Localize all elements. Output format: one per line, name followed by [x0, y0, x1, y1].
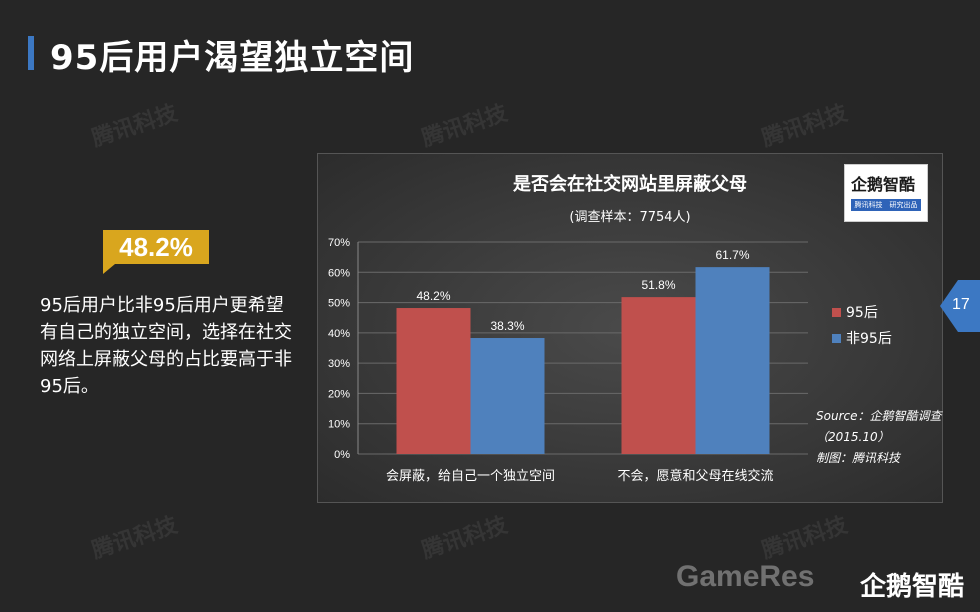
brand-strip: 腾讯科技 研究出品: [851, 199, 921, 211]
bar: [695, 267, 770, 454]
source-line-3: 制图：腾讯科技: [816, 451, 901, 465]
x-category-label: 不会，愿意和父母在线交流: [617, 468, 773, 484]
watermark: 腾讯科技: [419, 512, 511, 564]
bar: [470, 338, 545, 454]
y-tick-label: 20%: [328, 388, 350, 400]
legend-item-non95: 非95后: [832, 325, 892, 351]
legend-item-95: 95后: [832, 299, 892, 325]
y-tick-label: 60%: [328, 267, 350, 279]
chart-title: 是否会在社交网站里屏蔽父母: [513, 174, 747, 195]
data-label: 38.3%: [490, 319, 524, 333]
chart-subtitle: (调查样本：7754人): [569, 210, 691, 225]
y-tick-label: 40%: [328, 328, 350, 340]
stat-description: 95后用户比非95后用户更希望有自己的独立空间，选择在社交网络上屏蔽父母的占比要…: [40, 295, 292, 397]
brand-logo: 企鹅智酷 腾讯科技 研究出品: [844, 164, 928, 222]
chart-legend: 95后 非95后: [832, 299, 892, 351]
data-label: 61.7%: [715, 248, 749, 262]
watermark: 腾讯科技: [89, 100, 181, 152]
legend-label-95: 95后: [846, 305, 878, 321]
y-tick-label: 10%: [328, 419, 350, 431]
page-number-tab: 17: [940, 280, 980, 332]
legend-swatch-95: [832, 307, 841, 317]
page-title: 95后用户渴望独立空间: [50, 38, 415, 78]
y-tick-label: 70%: [328, 237, 350, 249]
y-tick-label: 30%: [328, 358, 350, 370]
legend-swatch-non95: [832, 333, 841, 343]
bar: [396, 308, 471, 454]
legend-label-non95: 非95后: [846, 331, 892, 347]
watermark: 腾讯科技: [759, 100, 851, 152]
watermark: 腾讯科技: [419, 100, 511, 152]
y-tick-label: 50%: [328, 298, 350, 310]
source-line-2: （2015.10）: [816, 430, 890, 444]
data-label: 51.8%: [641, 278, 675, 292]
footer-gameres-logo: GameRes: [676, 560, 815, 593]
chart-source: Source：企鹅智酷调查 （2015.10） 制图：腾讯科技: [816, 406, 941, 469]
bar: [621, 297, 696, 454]
data-label: 48.2%: [416, 289, 450, 303]
page-tab-body: [958, 280, 980, 332]
brand-name: 企鹅智酷: [851, 175, 916, 194]
chart-panel: 0% 10% 20% 30% 40% 50% 60% 70% 48.2% 38.3% 会屏蔽，给自己…: [317, 153, 943, 503]
y-tick-label: 0%: [334, 449, 350, 461]
x-category-label: 会屏蔽，给自己一个独立空间: [386, 469, 555, 484]
bar-chart: 0% 10% 20% 30% 40% 50% 60% 70% 48.2% 38.3% 会屏蔽，给自己…: [328, 237, 808, 484]
page-number: 17: [952, 296, 970, 313]
watermark: 腾讯科技: [89, 512, 181, 564]
title-accent-bar: [28, 36, 34, 70]
source-line-1: Source：企鹅智酷调查: [816, 409, 942, 423]
watermark: 腾讯科技: [759, 512, 851, 564]
footer-brand-logo: 企鹅智酷: [860, 572, 965, 602]
stat-badge-tail: [103, 264, 115, 274]
page-tab-arrow: [940, 280, 958, 332]
stat-badge: 48.2%: [103, 230, 209, 264]
